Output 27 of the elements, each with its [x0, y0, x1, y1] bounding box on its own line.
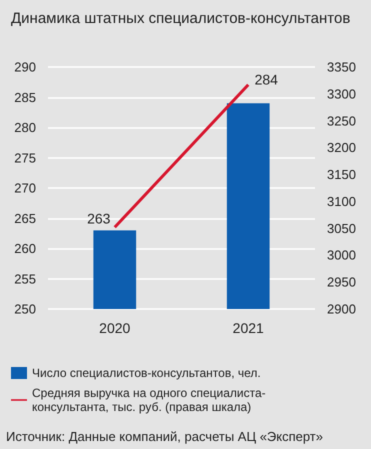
y2-tick-label: 3000: [327, 248, 356, 263]
y-tick-label: 280: [14, 120, 36, 135]
data-label: 263: [87, 210, 111, 226]
y-tick-label: 270: [14, 180, 36, 196]
y-tick-label: 285: [14, 90, 36, 105]
y-tick-label: 260: [14, 241, 36, 256]
y2-tick-label: 2950: [327, 274, 356, 290]
legend-label: Число специалистов-консультантов, чел.: [32, 366, 261, 380]
y2-tick-label: 3200: [327, 140, 356, 156]
text: Источник: Данные компаний, расчеты АЦ «Эксперт»: [6, 429, 323, 444]
y2-tick-label: 3150: [327, 167, 356, 182]
y2-tick-label: 3300: [327, 86, 356, 102]
y-tick-label: 265: [14, 210, 36, 226]
y2-tick-label: 2900: [327, 302, 356, 316]
x-tick-label: 2020: [99, 320, 131, 336]
y2-tick-label: 3050: [327, 220, 356, 236]
chart-title: Динамика штатных специалистов-консультантов: [11, 10, 350, 27]
y2-tick-label: 3250: [327, 113, 356, 128]
y2-tick-label: 3100: [327, 194, 356, 209]
y-tick-label: 250: [14, 302, 36, 316]
y-tick-label: 275: [14, 150, 36, 166]
y-tick-label: 290: [14, 60, 36, 74]
legend-label: Средняя выручка на одного специалиста-консультанта, тыс. руб. (правая шкала): [32, 386, 266, 414]
x-tick-label: 2021: [232, 320, 264, 336]
y2-tick-label: 3350: [327, 60, 356, 74]
data-label: 284: [254, 71, 278, 88]
y-tick-label: 255: [14, 271, 36, 286]
